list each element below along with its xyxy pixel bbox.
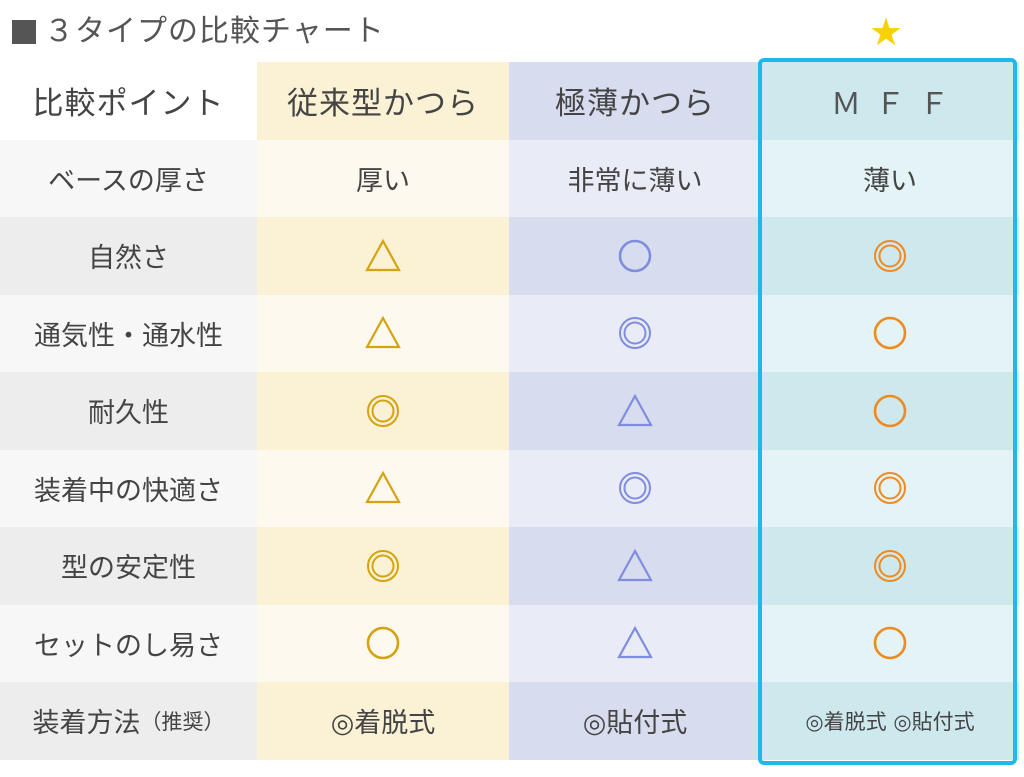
circle-rating-icon <box>761 604 1019 682</box>
comparison-table: 比較ポイント 従来型かつら 極薄かつら ＭＦＦ ベースの厚さ 厚い 非常に薄い … <box>0 62 1024 760</box>
method-label-note: （推奨） <box>140 709 225 734</box>
base-thickness-conventional: 厚い <box>257 139 509 217</box>
star-icon: ★ <box>868 10 904 54</box>
circle-rating-icon <box>509 217 761 295</box>
row-label: 装着中の快適さ <box>0 449 257 527</box>
base-thickness-ultrathin: 非常に薄い <box>509 139 761 217</box>
double-circle-rating-icon <box>257 372 509 450</box>
triangle-rating-icon <box>257 449 509 527</box>
chart-title-text: ３タイプの比較チャート <box>44 14 385 49</box>
double-circle-rating-icon <box>761 449 1019 527</box>
method-label: 装着方法 <box>32 708 141 740</box>
base-thickness-mff: 薄い <box>761 139 1019 217</box>
row-label-base-thickness: ベースの厚さ <box>0 139 257 217</box>
header-ultrathin: 極薄かつら <box>509 62 761 140</box>
triangle-rating-icon <box>509 604 761 682</box>
triangle-rating-icon <box>509 527 761 605</box>
triangle-rating-icon <box>257 217 509 295</box>
row-label: 通気性・通水性 <box>0 294 257 372</box>
header-label: 比較ポイント <box>0 62 257 140</box>
double-circle-rating-icon <box>509 294 761 372</box>
row-label: 耐久性 <box>0 372 257 450</box>
double-circle-rating-icon <box>761 217 1019 295</box>
triangle-rating-icon <box>509 372 761 450</box>
circle-rating-icon <box>761 294 1019 372</box>
chart-title: ３タイプの比較チャート <box>12 12 385 52</box>
method-conventional: ◎着脱式 <box>257 682 509 760</box>
triangle-rating-icon <box>257 294 509 372</box>
row-label: セットのし易さ <box>0 604 257 682</box>
header-conventional: 従来型かつら <box>257 62 509 140</box>
circle-rating-icon <box>257 604 509 682</box>
circle-rating-icon <box>761 372 1019 450</box>
row-label-method: 装着方法 （推奨） <box>0 682 257 760</box>
method-mff: ◎着脱式 ◎貼付式 <box>761 682 1019 760</box>
double-circle-rating-icon <box>761 527 1019 605</box>
method-ultrathin: ◎貼付式 <box>509 682 761 760</box>
row-label: 型の安定性 <box>0 527 257 605</box>
header-mff: ＭＦＦ <box>761 62 1019 140</box>
row-label: 自然さ <box>0 217 257 295</box>
square-bullet-icon <box>12 20 36 44</box>
double-circle-rating-icon <box>509 449 761 527</box>
double-circle-rating-icon <box>257 527 509 605</box>
